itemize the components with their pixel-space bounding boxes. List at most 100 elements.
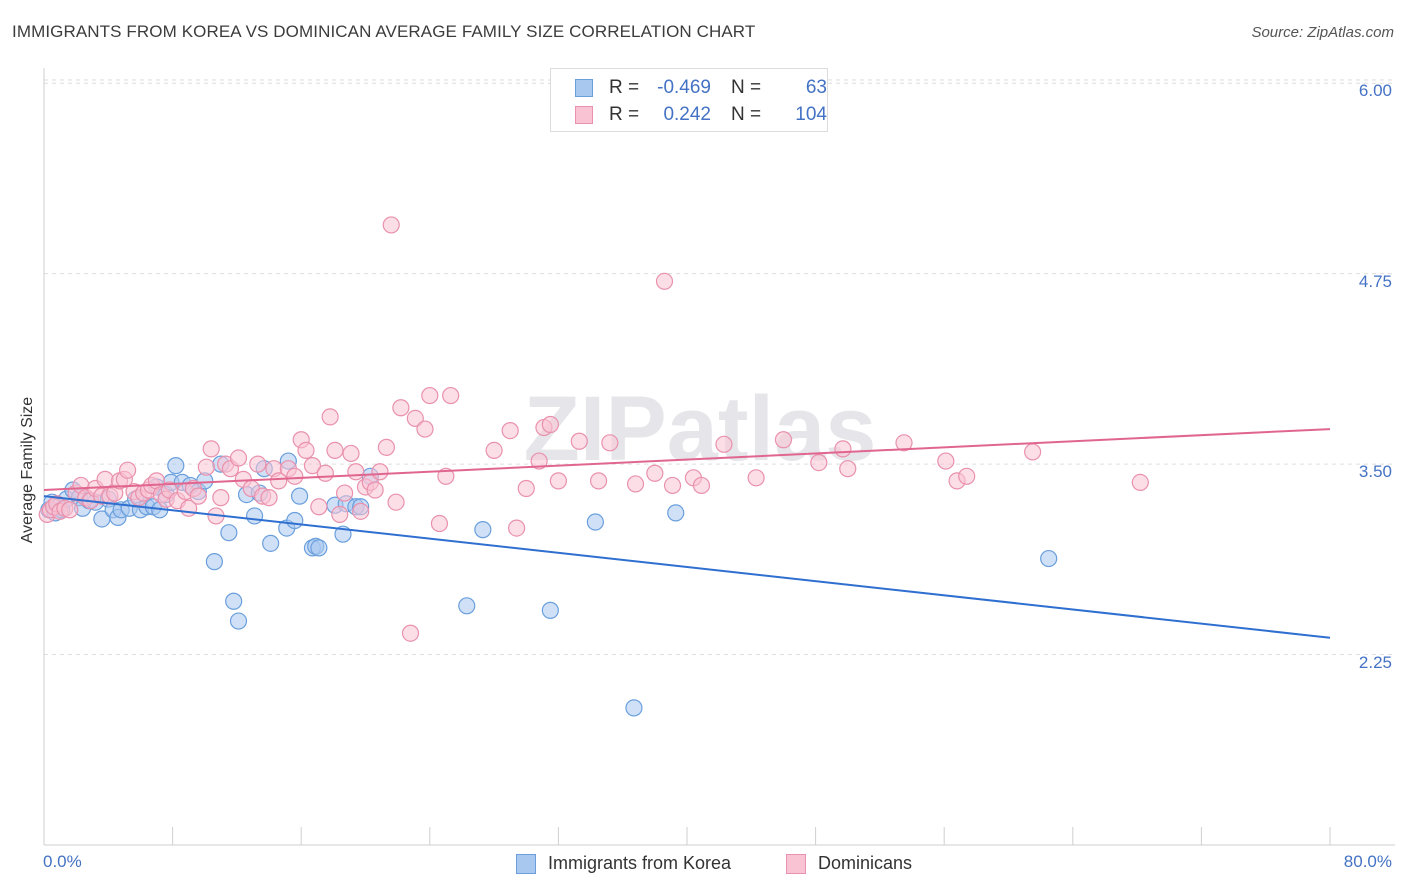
dominican-point <box>197 458 215 476</box>
dominican-point <box>601 434 619 452</box>
legend-r-label: R = <box>609 104 640 125</box>
legend-swatch-korea <box>575 79 593 97</box>
dominican-point <box>406 409 424 428</box>
dominican-point <box>442 386 460 405</box>
chart-title: IMMIGRANTS FROM KOREA VS DOMINICAN AVERA… <box>12 22 756 41</box>
korea-point <box>310 539 328 557</box>
legend-r-label: R = <box>609 77 640 98</box>
korea-point <box>245 507 264 525</box>
dominican-point <box>715 435 733 453</box>
dominican-point <box>260 489 278 507</box>
dominican-point <box>392 399 410 417</box>
dominican-point <box>96 470 114 488</box>
dominican-point <box>189 487 207 505</box>
dominican-point <box>626 475 645 493</box>
dominican-point <box>774 431 793 449</box>
dominican-point <box>401 624 420 642</box>
trend-lines <box>43 428 1331 639</box>
dominican-point <box>747 469 765 487</box>
legend-n-label: N = <box>731 77 762 98</box>
bottom-legend-swatch-korea <box>516 854 536 874</box>
dominican-point <box>387 493 405 511</box>
korea-point <box>262 534 280 552</box>
dominican-point <box>416 420 434 438</box>
legend-n-label: N = <box>731 104 762 125</box>
dominican-point <box>541 415 559 434</box>
x-tick-label-max: 80.0% <box>1343 852 1392 871</box>
bottom-legend-label-korea: Immigrants from Korea <box>548 853 732 873</box>
korea-point <box>290 487 309 505</box>
dominican-point <box>326 441 344 460</box>
dominican-point <box>663 476 682 495</box>
dominican-point <box>1024 443 1042 461</box>
dominican-point <box>508 519 526 537</box>
korea-point <box>474 521 492 539</box>
dominican-point <box>249 455 267 473</box>
bottom-legend-swatch-dominican <box>786 854 806 874</box>
dominican-point <box>530 452 548 470</box>
dominican-point <box>589 472 608 490</box>
dominican-point <box>377 438 395 456</box>
dominican-trend-line <box>43 428 1331 492</box>
dominican-point <box>421 386 439 405</box>
correlation-legend: R = -0.469 N = 63 R = 0.242 N = 104 <box>550 68 828 132</box>
y-tick-label: 6.00 <box>1358 81 1392 101</box>
y-axis-label: Average Family Size <box>19 396 36 544</box>
korea-point <box>667 504 685 522</box>
y-axis-label-wrap: Average Family Size <box>16 330 40 610</box>
dominican-point <box>212 489 230 507</box>
dominican-point <box>382 216 400 234</box>
dominican-point <box>570 432 588 450</box>
grid-lines <box>44 79 1395 656</box>
dominican-point <box>371 463 389 481</box>
dominican-point <box>331 505 349 523</box>
axes <box>43 68 1395 846</box>
dominican-point <box>810 453 828 472</box>
dominican-point <box>655 272 674 290</box>
dominican-point <box>347 463 365 481</box>
korea-point <box>458 597 476 615</box>
dominican-point <box>310 498 328 516</box>
dominican-point <box>692 476 711 495</box>
dominican-point <box>646 464 664 482</box>
dominican-point <box>336 484 354 502</box>
korea-point <box>286 511 304 530</box>
korea-point <box>541 601 559 619</box>
legend-n-value: 104 <box>795 104 827 125</box>
dominican-point <box>437 467 455 485</box>
dominican-point <box>286 467 304 485</box>
y-tick-label: 3.50 <box>1358 462 1392 482</box>
legend-r-value: 0.242 <box>663 104 711 125</box>
legend-r-value: -0.469 <box>657 77 711 98</box>
korea-point <box>1040 549 1058 568</box>
y-tick-label: 4.75 <box>1358 271 1392 291</box>
dominican-point <box>958 467 976 485</box>
legend-n-value: 63 <box>805 77 827 98</box>
dominican-point <box>501 422 519 440</box>
dominican-point <box>61 501 79 519</box>
dominican-point <box>937 452 955 470</box>
korea-point <box>167 457 185 475</box>
chart-source: Source: ZipAtlas.com <box>1251 24 1394 41</box>
dominican-point <box>485 441 503 460</box>
dominican-point <box>366 481 384 499</box>
korea-point <box>586 513 604 531</box>
dominican-point <box>1131 473 1149 491</box>
dominican-point <box>303 457 322 475</box>
korea-trend-line <box>43 495 1331 639</box>
korea-point <box>220 524 238 542</box>
dominican-point <box>202 440 220 458</box>
dominican-point <box>549 472 568 490</box>
dominican-point <box>517 479 535 498</box>
dominican-point <box>118 461 137 479</box>
dominican-point <box>229 449 248 467</box>
dominican-point <box>430 514 449 533</box>
y-tick-label: 2.25 <box>1358 652 1392 672</box>
dominican-point <box>316 464 334 482</box>
legend-swatch-dominican <box>575 106 593 124</box>
korea-point <box>225 592 243 610</box>
bottom-legend-label-dominican: Dominicans <box>818 853 913 873</box>
dominican-point <box>270 472 288 490</box>
dominican-point <box>321 408 339 426</box>
